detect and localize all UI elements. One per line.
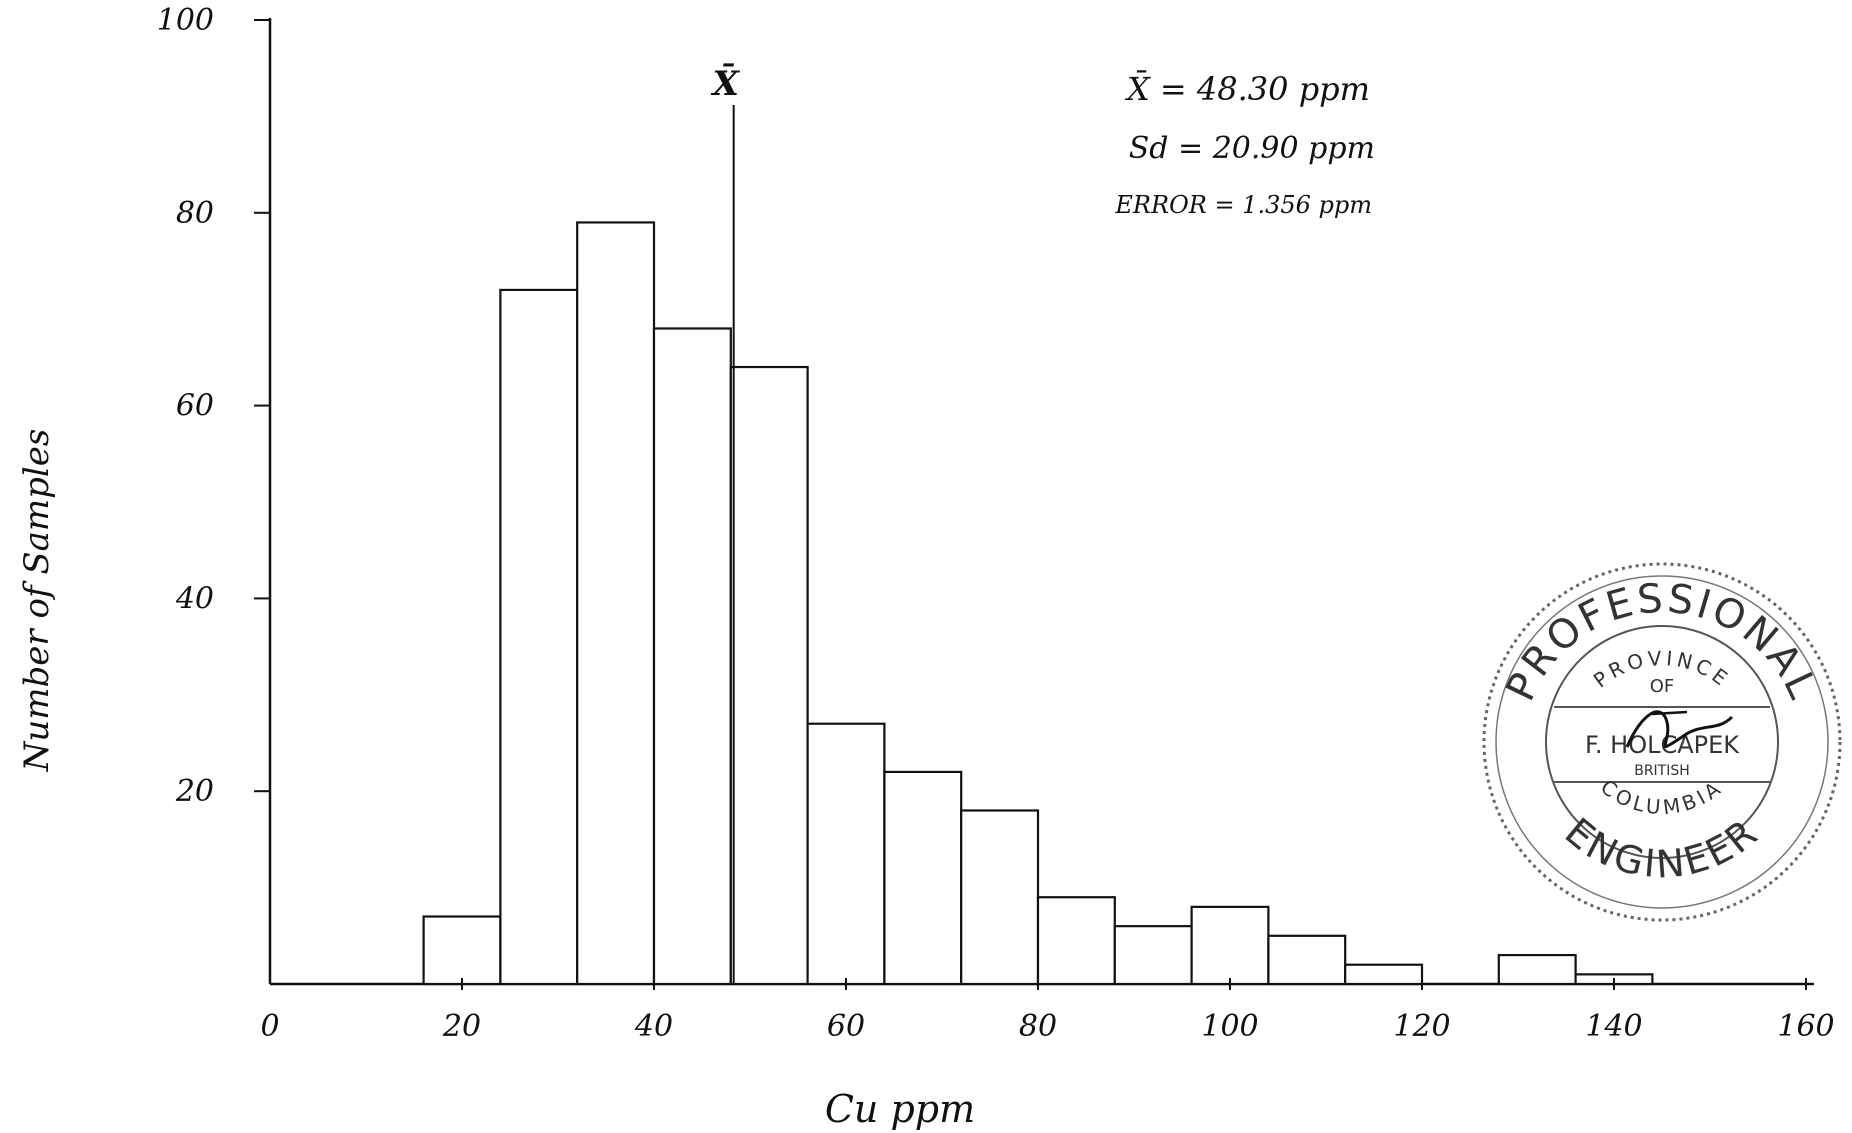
x-tick-label: 140: [1585, 1009, 1642, 1044]
x-tick-label: 0: [260, 1009, 279, 1044]
histogram-bar: [1113, 925, 1193, 986]
x-tick-label: 100: [1201, 1009, 1258, 1044]
svg-text:OF: OF: [1650, 676, 1675, 697]
svg-text:ENGINEER: ENGINEER: [1557, 809, 1767, 886]
histogram-bar: [960, 809, 1040, 986]
histogram-bar: [883, 770, 963, 986]
svg-text:F. HOLCAPEK: F. HOLCAPEK: [1585, 731, 1740, 759]
y-tick-label: 20: [175, 774, 214, 809]
x-tick-label: 120: [1393, 1009, 1450, 1044]
x-tick-label: 160: [1777, 1009, 1834, 1044]
histogram-bar: [1497, 953, 1577, 986]
bars: [422, 221, 1654, 986]
histogram-bar: [806, 722, 886, 986]
x-tick-label: 60: [827, 1009, 865, 1044]
x-tick-label: 80: [1019, 1009, 1057, 1044]
annotation-mean: X̄ = 48.30 ppm: [1124, 70, 1370, 108]
histogram-bar: [576, 221, 656, 986]
y-tick-label: 80: [176, 196, 214, 231]
histogram-bar: [1344, 963, 1424, 986]
annotation-sd: Sd = 20.90 ppm: [1129, 131, 1375, 166]
annotation-error: ERROR = 1.356 ppm: [1114, 191, 1372, 219]
histogram-bar: [422, 915, 502, 986]
histogram-bar: [1190, 905, 1270, 986]
y-axis-label: Number of Samples: [17, 429, 57, 773]
svg-text:BRITISH: BRITISH: [1634, 763, 1690, 779]
histogram-bar: [1036, 896, 1116, 986]
x-tick-label: 40: [634, 1009, 673, 1044]
x-tick-label: 20: [442, 1009, 481, 1044]
mean-label: X̄: [710, 63, 740, 104]
y-tick-label: 100: [157, 3, 214, 38]
ticks: 0 20 40 60 80 100 120 140 160 20 40 60 80 100: [157, 3, 1835, 1044]
y-tick-label: 40: [175, 581, 214, 616]
mean-marker: X̄: [710, 63, 740, 984]
histogram-bar: [652, 327, 732, 986]
x-axis-label: Cu ppm: [825, 1087, 975, 1131]
histogram-bar: [1267, 934, 1347, 986]
histogram-bar: [729, 365, 809, 986]
y-tick-label: 60: [176, 389, 214, 424]
histogram-bar: [499, 288, 579, 986]
engineer-seal: PROFESSIONAL ENGINEER PROVINCE COLUMBIA …: [1482, 562, 1842, 922]
